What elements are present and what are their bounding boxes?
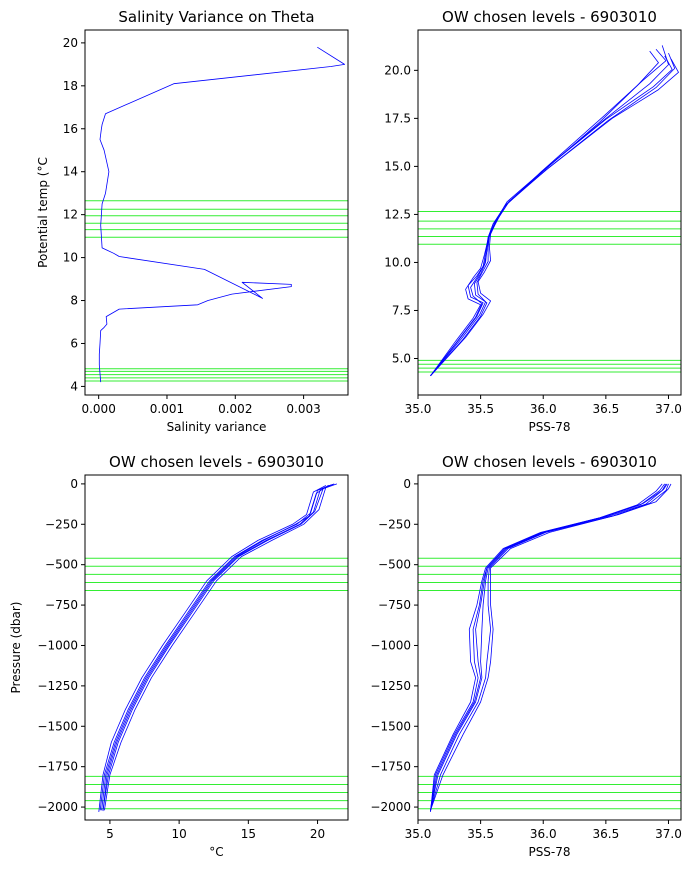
y-tick-label: 14: [63, 165, 78, 179]
axes-frame: [84, 29, 349, 396]
x-axis-label: °C: [209, 845, 223, 859]
y-axis-label: Pressure (dbar): [9, 602, 23, 694]
y-tick-label: −1000: [37, 638, 78, 652]
x-tick-label: 0.000: [81, 402, 115, 416]
y-tick-label: 18: [63, 79, 78, 93]
profile-series-line: [430, 483, 663, 812]
profile-series-line: [430, 58, 679, 377]
y-tick-label: −1250: [37, 679, 78, 693]
profile-series-line: [101, 484, 329, 811]
chart-title: Salinity Variance on Theta: [118, 8, 314, 26]
x-tick-label: 37.0: [655, 827, 682, 841]
y-tick-label: 5.0: [392, 352, 411, 366]
x-tick-label: 35.5: [467, 402, 494, 416]
y-tick-label: 4: [70, 379, 78, 393]
subplot-salinity-variance: 0.000 0.001 0.002 0.003 4 6 8 10 12 14 16 18 20 Salin…: [36, 8, 349, 434]
x-axis-label: PSS-78: [528, 420, 570, 434]
x-tick-label: 0.001: [150, 402, 184, 416]
y-tick-label: −1500: [370, 719, 411, 733]
profile-series-line: [98, 46, 346, 383]
y-tick-label: −1750: [370, 760, 411, 774]
y-tick-label: −2000: [370, 800, 411, 814]
y-tick-label: −1000: [370, 638, 411, 652]
y-tick-label: 16: [63, 122, 78, 136]
y-tick-label: −500: [45, 558, 78, 572]
subplot-pressure-salinity: 35.0 35.5 36.0 36.5 37.0 0 −250 −500 −750 −1000 −1…: [370, 453, 681, 859]
y-tick-label: 8: [70, 294, 78, 308]
y-tick-label: −1750: [37, 760, 78, 774]
y-tick-label: 10.0: [384, 255, 411, 269]
subplot-theta-salinity: 35.0 35.5 36.0 36.5 37.0 5.0 7.5 10.0 12.5 15.0 17…: [384, 8, 682, 434]
y-tick-label: 0: [70, 477, 78, 491]
y-tick-label: 17.5: [384, 111, 411, 125]
y-tick-label: −750: [378, 598, 411, 612]
y-tick-label: 12: [63, 208, 78, 222]
x-tick-label: 35.0: [405, 827, 432, 841]
profile-series-line: [430, 483, 672, 811]
x-axis-label: Salinity variance: [167, 420, 267, 434]
x-tick-label: 15: [241, 827, 256, 841]
y-tick-label: −1250: [370, 679, 411, 693]
x-tick-label: 5: [106, 827, 114, 841]
y-tick-label: −250: [45, 517, 78, 531]
subplot-pressure-temperature: 5 10 15 20 0 −250 −500 −750 −1000 −1250 −1500 −1750…: [9, 453, 349, 859]
x-tick-label: 35.0: [405, 402, 432, 416]
profile-series-line: [430, 55, 673, 377]
profile-series-line: [430, 483, 668, 812]
x-tick-label: 36.5: [592, 827, 619, 841]
chart-title: OW chosen levels - 6903010: [442, 8, 657, 26]
profile-series-line: [430, 50, 659, 377]
y-axis-label: Potential temp (°C: [36, 157, 50, 268]
x-tick-label: 0.003: [286, 402, 320, 416]
y-tick-label: 0: [403, 477, 411, 491]
x-tick-label: 10: [171, 827, 186, 841]
profile-series-line: [430, 483, 669, 811]
x-axis-label: PSS-78: [528, 845, 570, 859]
y-tick-label: −2000: [37, 800, 78, 814]
profile-series-line: [430, 483, 666, 811]
y-tick-label: 7.5: [392, 303, 411, 317]
profile-series-line: [102, 483, 338, 811]
x-tick-label: 36.5: [592, 402, 619, 416]
y-tick-label: 20.0: [384, 63, 411, 77]
y-tick-label: 12.5: [384, 207, 411, 221]
axes-frame: [417, 29, 682, 396]
axes-frame: [84, 474, 349, 821]
chart-title: OW chosen levels - 6903010: [109, 453, 324, 471]
chart-title: OW chosen levels - 6903010: [442, 453, 657, 471]
y-tick-label: −500: [378, 558, 411, 572]
y-tick-label: 10: [63, 251, 78, 265]
axes-frame: [417, 474, 682, 821]
x-tick-label: 36.0: [530, 402, 557, 416]
profile-series-line: [430, 48, 667, 377]
profile-series-line: [430, 52, 676, 377]
y-tick-label: 15.0: [384, 159, 411, 173]
profile-series-line: [98, 485, 327, 812]
x-tick-label: 20: [310, 827, 325, 841]
y-tick-label: −750: [45, 598, 78, 612]
profile-series-line: [99, 484, 332, 811]
y-tick-label: −250: [378, 517, 411, 531]
x-tick-label: 35.5: [467, 827, 494, 841]
x-tick-label: 36.0: [530, 827, 557, 841]
y-tick-label: 6: [70, 336, 78, 350]
profile-series-line: [430, 45, 669, 377]
x-tick-label: 0.002: [218, 402, 252, 416]
y-tick-label: 20: [63, 36, 78, 50]
profile-series-line: [104, 483, 335, 811]
profile-series-line: [102, 484, 333, 812]
x-tick-label: 37.0: [655, 402, 682, 416]
y-tick-label: −1500: [37, 719, 78, 733]
